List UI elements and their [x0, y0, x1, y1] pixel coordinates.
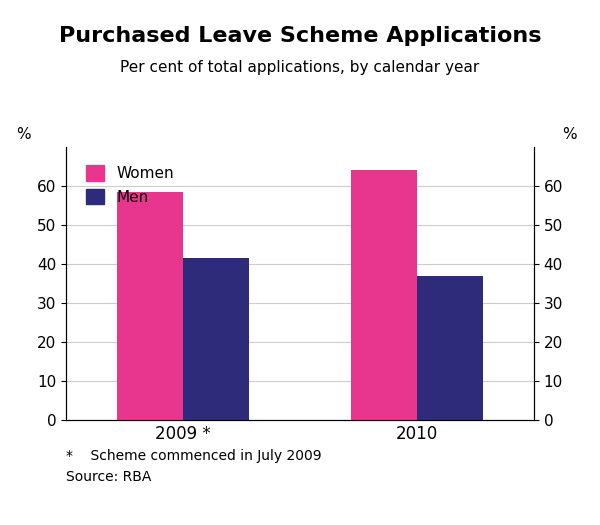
Bar — [183, 258, 248, 420]
Text: Per cent of total applications, by calendar year: Per cent of total applications, by calen… — [121, 60, 479, 76]
Legend: Women, Men: Women, Men — [79, 158, 182, 212]
Text: %: % — [562, 127, 577, 142]
Bar — [118, 192, 183, 420]
Text: Purchased Leave Scheme Applications: Purchased Leave Scheme Applications — [59, 26, 541, 46]
Text: Source: RBA: Source: RBA — [66, 470, 151, 484]
Bar — [352, 171, 417, 420]
Bar — [417, 276, 482, 420]
Text: %: % — [17, 127, 31, 142]
Text: *    Scheme commenced in July 2009: * Scheme commenced in July 2009 — [66, 449, 322, 463]
